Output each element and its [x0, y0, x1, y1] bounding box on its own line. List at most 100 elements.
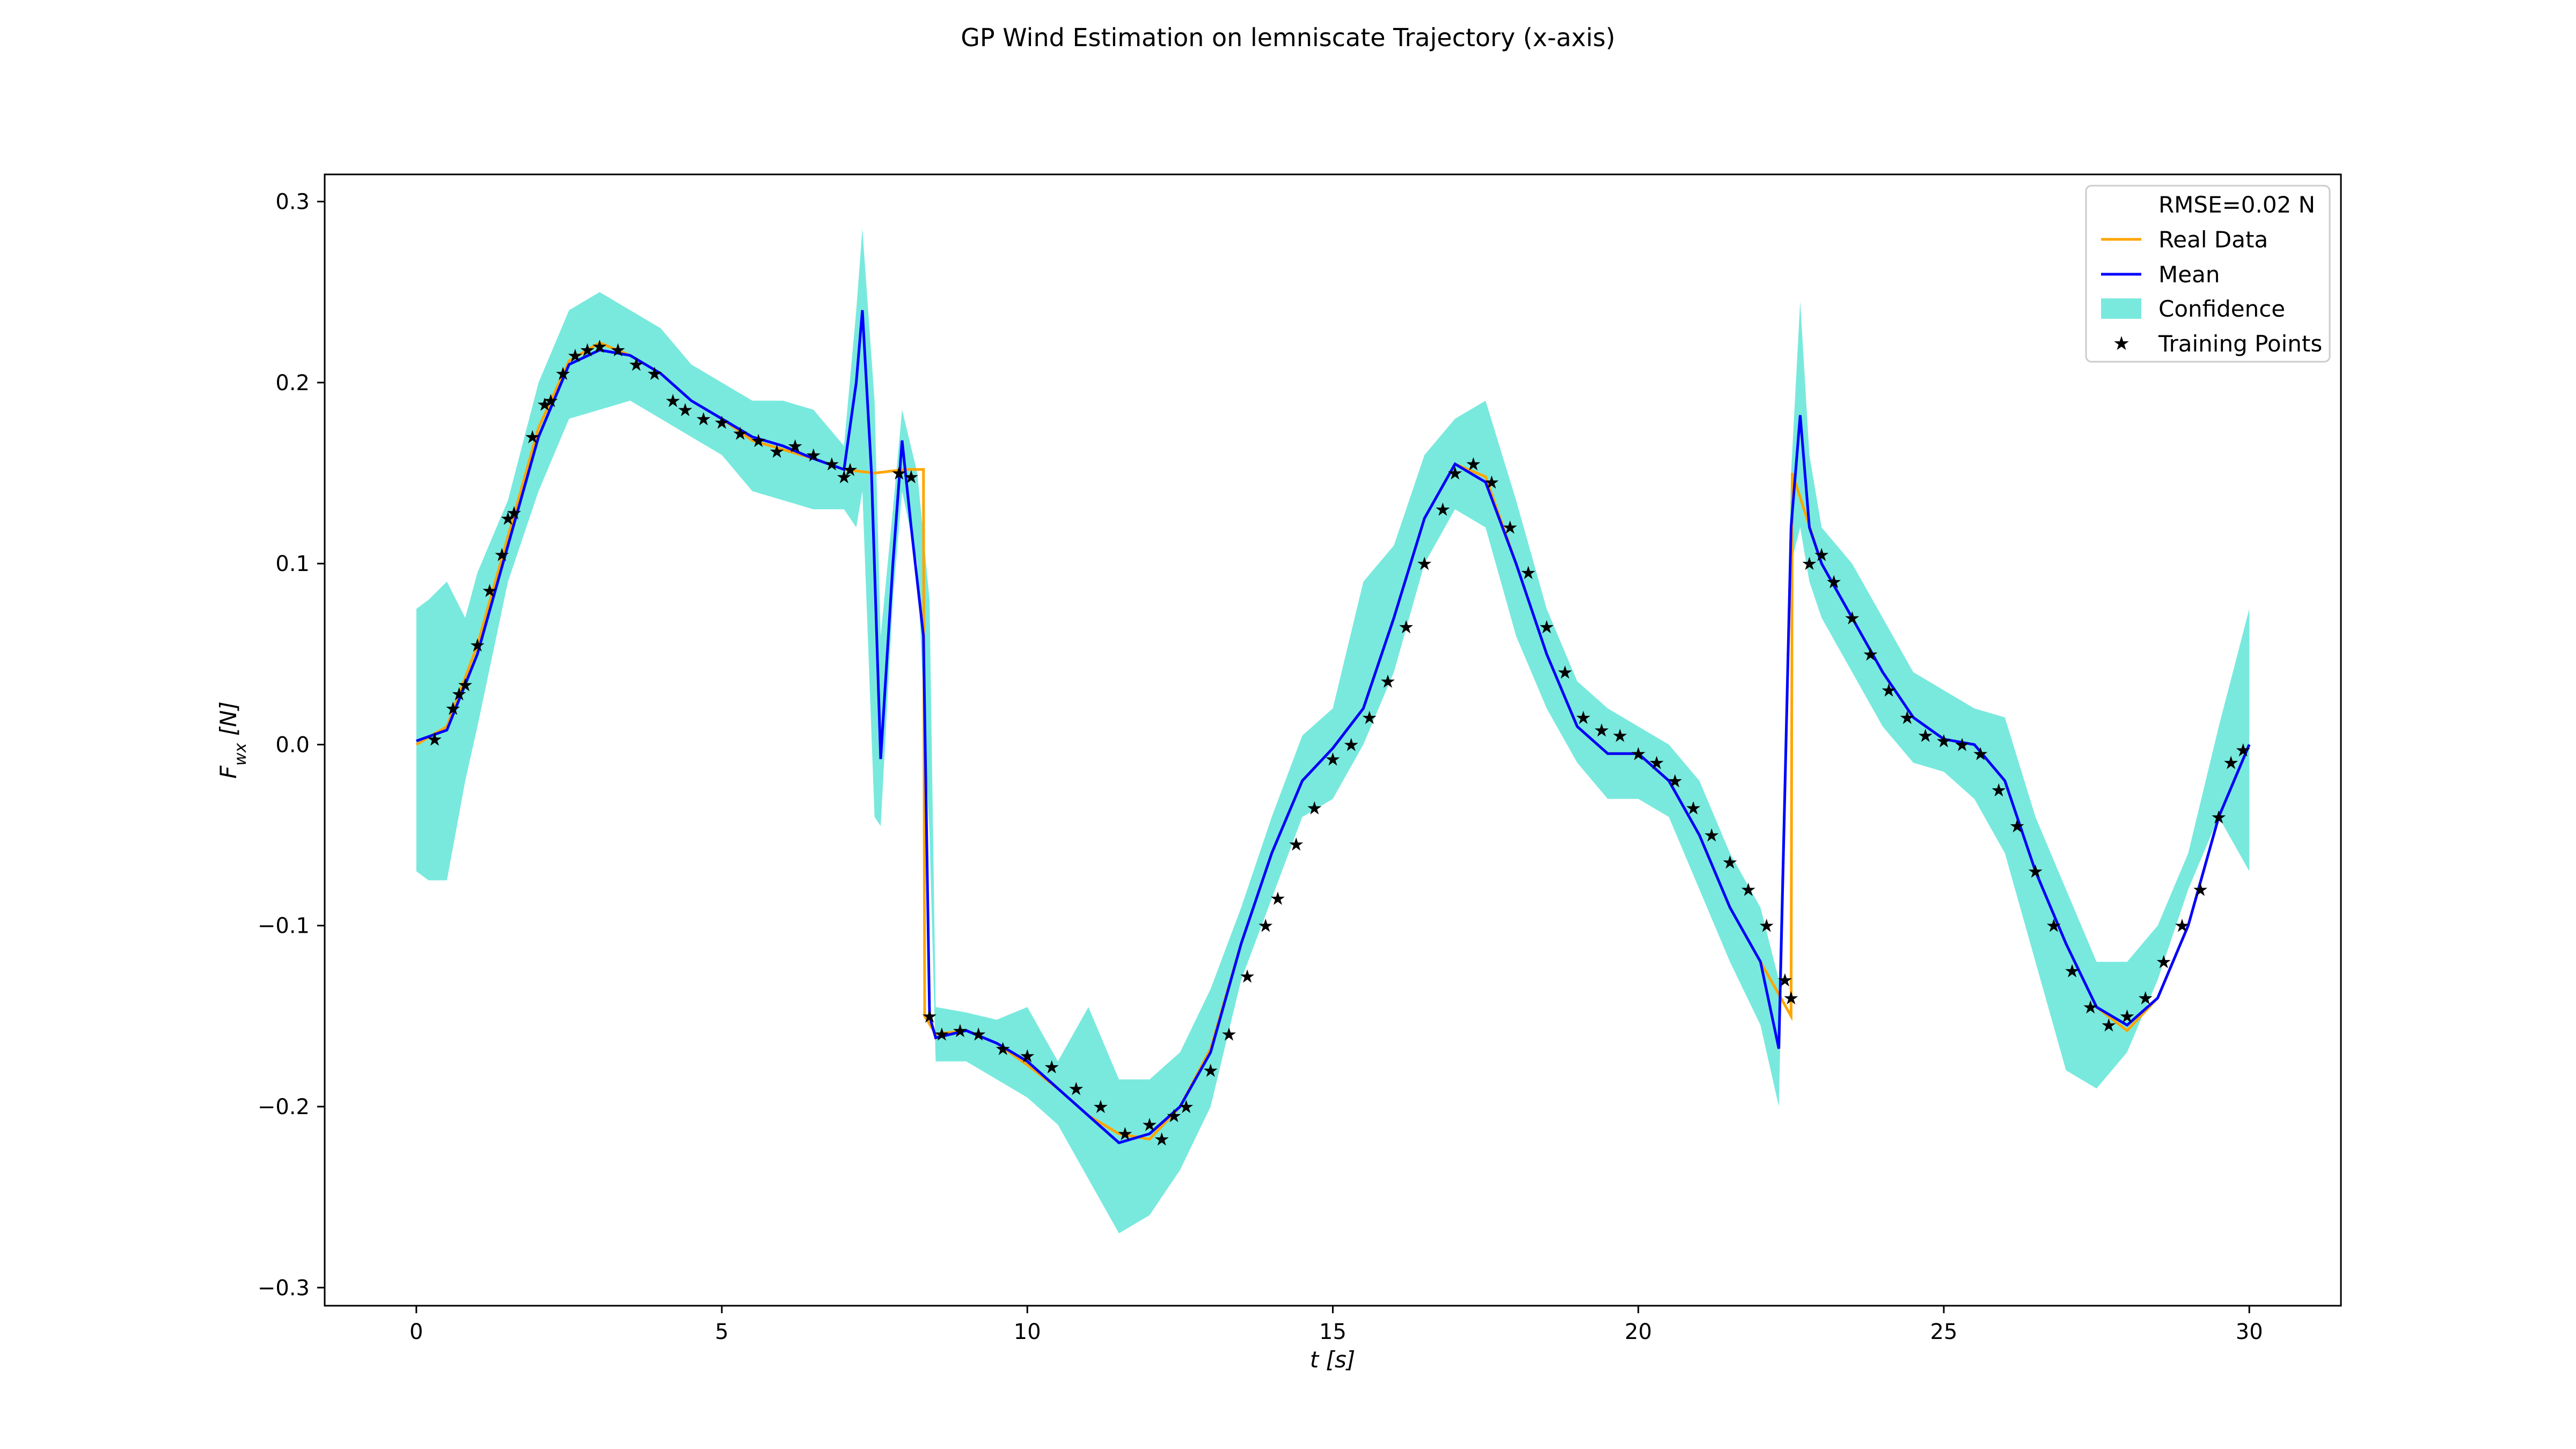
training-point: ★	[647, 363, 663, 385]
training-point: ★	[1153, 1129, 1169, 1151]
training-point: ★	[2046, 916, 2062, 937]
training-point: ★	[1918, 726, 1934, 747]
y-tick-label: 0.3	[275, 190, 310, 215]
training-point: ★	[555, 363, 571, 385]
training-point: ★	[445, 698, 461, 720]
training-point: ★	[1813, 544, 1829, 566]
training-point: ★	[1203, 1060, 1219, 1082]
training-point: ★	[732, 423, 748, 444]
training-point: ★	[842, 459, 858, 481]
training-point: ★	[806, 445, 822, 466]
training-point: ★	[1044, 1057, 1060, 1078]
training-point: ★	[1093, 1096, 1109, 1118]
training-point: ★	[1612, 726, 1628, 747]
training-point: ★	[1117, 1124, 1133, 1145]
training-point: ★	[1880, 680, 1897, 701]
training-point: ★	[457, 675, 473, 696]
training-point: ★	[451, 684, 467, 705]
training-point: ★	[1416, 553, 1432, 575]
training-point: ★	[1068, 1078, 1084, 1100]
legend-mean: Mean	[2158, 261, 2220, 288]
training-point: ★	[1306, 798, 1322, 819]
chart-title: GP Wind Estimation on lemniscate Traject…	[961, 23, 1615, 52]
training-point: ★	[970, 1024, 986, 1045]
training-point: ★	[1936, 731, 1952, 752]
training-point: ★	[2119, 1006, 2135, 1027]
legend-real: Real Data	[2158, 226, 2268, 253]
y-tick-label: 0.0	[275, 733, 310, 757]
training-point: ★	[2192, 879, 2208, 901]
training-point: ★	[1703, 825, 1719, 846]
training-point: ★	[1575, 707, 1591, 729]
training-point: ★	[934, 1024, 950, 1045]
y-tick-label: −0.1	[258, 914, 310, 939]
legend-rmse: RMSE=0.02 N	[2158, 192, 2315, 218]
training-point: ★	[537, 394, 553, 415]
x-tick-label: 15	[1319, 1320, 1346, 1344]
training-point: ★	[591, 336, 608, 357]
training-point: ★	[1221, 1024, 1237, 1045]
training-point: ★	[579, 340, 595, 361]
x-tick-label: 10	[1014, 1320, 1041, 1344]
training-point: ★	[524, 427, 540, 448]
training-point: ★	[1539, 617, 1555, 638]
training-point: ★	[1740, 879, 1756, 901]
training-point: ★	[1667, 771, 1683, 792]
training-point: ★	[2156, 952, 2172, 973]
mean-line	[415, 310, 2251, 1145]
training-point: ★	[1166, 1106, 1182, 1127]
training-point: ★	[567, 345, 583, 367]
legend-box	[2085, 185, 2331, 363]
training-point: ★	[1398, 617, 1414, 638]
y-axis-label: Fwx [N]	[215, 701, 250, 779]
training-point: ★	[1380, 671, 1396, 692]
training-point: ★	[427, 729, 443, 750]
x-tick-label: 25	[1930, 1320, 1958, 1344]
training-point: ★	[1270, 888, 1286, 910]
training-point: ★	[696, 408, 712, 430]
training-point: ★	[610, 340, 626, 361]
training-point: ★	[1343, 734, 1359, 756]
y-tick-label: −0.2	[258, 1095, 310, 1119]
training-point: ★	[824, 454, 840, 475]
training-point: ★	[903, 466, 919, 488]
training-point: ★	[2101, 1015, 2117, 1036]
training-point: ★	[2064, 961, 2080, 982]
training-point: ★	[921, 1006, 938, 1027]
training-point: ★	[2174, 916, 2190, 937]
training-point: ★	[506, 503, 522, 524]
training-point: ★	[1899, 707, 1915, 729]
training-point: ★	[1972, 743, 1988, 765]
training-point: ★	[1777, 970, 1793, 991]
training-point: ★	[1759, 916, 1775, 937]
training-point: ★	[2223, 752, 2239, 774]
training-points: ★★★★★★★★★★★★★★★★ ★★ ★★★ ★ ★★ ★★ ★ ★ ★★★ ★★★★ ★ ★★ ★★…	[427, 336, 2251, 1150]
y-tick-label: 0.1	[275, 552, 310, 576]
training-point: ★	[1783, 988, 1799, 1009]
legend-confidence: Confidence	[2158, 296, 2285, 322]
legend-confidence-swatch	[2101, 298, 2141, 319]
training-point: ★	[994, 1038, 1011, 1060]
training-point: ★	[1447, 463, 1463, 485]
training-point: ★	[1019, 1046, 1035, 1067]
training-point: ★	[714, 412, 730, 434]
training-point: ★	[494, 544, 510, 566]
training-point: ★	[1465, 454, 1481, 475]
training-point: ★	[1649, 752, 1665, 774]
training-point: ★	[481, 581, 497, 602]
training-point: ★	[750, 430, 766, 452]
training-point: ★	[543, 391, 559, 412]
x-tick-label: 20	[1624, 1320, 1652, 1344]
training-point: ★	[1954, 734, 1970, 756]
training-point: ★	[952, 1020, 968, 1042]
legend: RMSE=0.02 N Real Data Mean Confidence ★ …	[2085, 185, 2331, 363]
training-point: ★	[1362, 707, 1378, 729]
legend-training: Training Points	[2158, 331, 2322, 357]
training-point: ★	[1288, 834, 1304, 855]
training-point: ★	[628, 354, 644, 376]
training-point: ★	[1520, 562, 1536, 584]
training-point: ★	[836, 466, 852, 488]
training-point: ★	[665, 391, 681, 412]
training-point: ★	[1502, 517, 1518, 539]
legend-training-swatch: ★	[2113, 333, 2130, 355]
